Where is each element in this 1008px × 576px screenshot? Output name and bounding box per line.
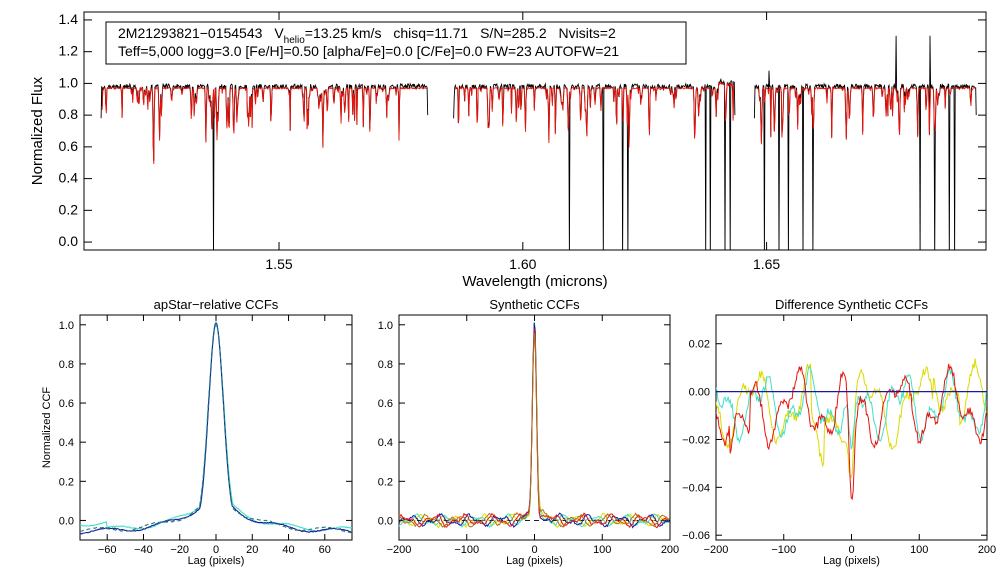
x-axis-label: Lag (pixels) (823, 555, 880, 567)
x-tick-label: −200 (387, 544, 412, 556)
svg-text:2M21293821−0154543 Vheli: 2M21293821−0154543 Vhelio=13.25 km/s chi… (118, 25, 616, 46)
plot-frame (83, 11, 987, 251)
x-tick-label: 60 (319, 544, 331, 556)
panel-title: Synthetic CCFs (489, 297, 580, 312)
x-tick-label: −100 (771, 544, 796, 556)
plot-frame (715, 314, 988, 541)
ccf-line-yellow (398, 332, 670, 529)
ccf-line-model (79, 321, 353, 534)
x-tick-label: 200 (978, 544, 996, 556)
apstar-ccf-panel: −60 −40 −20 0 20 40 60 0.0 0.2 0.4 0.6 0.8 1.0 Lag (p… (41, 297, 353, 567)
x-tick-label: 40 (282, 544, 294, 556)
series-observed (100, 35, 977, 250)
info-vhelio-value: =13.25 km/s (305, 25, 382, 41)
y-tick-label: 0.0 (59, 515, 74, 527)
y-tick-label: 0.00 (689, 387, 710, 399)
y-tick-label: 0.0 (59, 233, 79, 249)
y-tick-label: 0.2 (59, 476, 74, 488)
y-tick-label: 0.2 (59, 201, 79, 217)
y-tick-label: 0.4 (59, 170, 79, 186)
info-star: 2M21293821−0154543 (118, 25, 263, 41)
y-tick-label: −0.04 (682, 482, 710, 494)
diff-line-cyan (716, 366, 987, 450)
x-tick-label: 1.60 (509, 256, 536, 272)
panel-title: Difference Synthetic CCFs (775, 297, 928, 312)
synthetic-spectrum-line (101, 85, 427, 165)
x-tick-label: −200 (704, 544, 729, 556)
y-tick-label: 0.4 (378, 437, 393, 449)
x-tick-label: 0 (848, 544, 854, 556)
observed-spectrum-line (100, 82, 429, 250)
plot-frame (398, 314, 671, 541)
diff-lines (716, 358, 987, 501)
y-tick-label: 0.6 (378, 398, 393, 410)
info-box: 2M21293821−0154543 Vhelio=13.25 km/s chi… (105, 21, 687, 65)
x-tick-label: 100 (593, 544, 611, 556)
observed-spectrum-line (453, 77, 736, 250)
synthetic-ccf-panel: −200 −100 0 100 200 0.0 0.2 0.4 0.6 0.8 1.0 Lag (pi… (378, 297, 679, 567)
series-synthetic (101, 81, 976, 165)
y-tick-label: 0.02 (689, 339, 710, 351)
ccf-line-visit-1 (80, 323, 353, 532)
spectrum-panel: 1.55 1.60 1.65 0.0 0.2 0.4 0.6 0.8 1.0 1.2 1.4 Wave… (29, 11, 987, 290)
x-tick-label: 0 (213, 544, 219, 556)
y-tick-label: 0.6 (59, 398, 74, 410)
synthetic-spectrum-line (755, 86, 976, 145)
y-tick-label: 0.8 (378, 359, 393, 371)
y-tick-label: 1.4 (59, 11, 79, 27)
info-vhelio-label: V (274, 25, 284, 41)
ccf-line-visit-2 (79, 321, 353, 535)
x-tick-label: 100 (910, 544, 928, 556)
info-snr: S/N=285.2 (480, 25, 547, 41)
y-tick-label: 0.4 (59, 437, 74, 449)
x-tick-label: 1.65 (753, 256, 780, 272)
x-axis-label: Wavelength (microns) (462, 273, 607, 290)
difference-ccf-panel: −200 −100 0 100 200 −0.06 −0.04 −0.02 0.00 0.02 La… (682, 297, 996, 567)
info-chisq: chisq=11.71 (393, 25, 468, 41)
y-tick-label: −0.02 (682, 434, 710, 446)
y-axis-label: Normalized Flux (29, 76, 46, 185)
x-axis-label: Lag (pixels) (188, 555, 245, 567)
info-params: Teff=5,000 logg=3.0 [Fe/H]=0.50 [alpha/F… (118, 43, 619, 59)
y-tick-label: 1.0 (378, 320, 393, 332)
panel-title: apStar−relative CCFs (154, 297, 279, 312)
y-tick-label: 1.0 (59, 74, 79, 90)
info-nvisits: Nvisits=2 (559, 25, 616, 41)
y-tick-label: 0.8 (59, 359, 74, 371)
info-box-frame (105, 21, 687, 65)
y-tick-label: 1.2 (59, 43, 79, 59)
diff-line-yellow (716, 358, 987, 479)
y-tick-label: 0.6 (59, 138, 79, 154)
x-tick-label: −100 (454, 544, 479, 556)
ccf-line-model (398, 333, 670, 529)
x-tick-label: 1.55 (265, 256, 292, 272)
y-tick-label: 1.0 (59, 320, 74, 332)
info-vhelio-sub: helio (284, 35, 306, 46)
ccf-line-red (398, 328, 670, 529)
y-tick-label: 0.2 (378, 476, 393, 488)
y-tick-label: 0.8 (59, 106, 79, 122)
observed-spectrum-line (753, 35, 977, 250)
x-tick-label: −20 (170, 544, 189, 556)
synthetic-spectrum-line (454, 81, 735, 148)
y-tick-label: 0.0 (378, 515, 393, 527)
x-tick-label: 20 (246, 544, 258, 556)
ccf-line-blue (398, 322, 670, 529)
ccf-line-cyan (398, 322, 670, 529)
x-tick-label: 200 (661, 544, 679, 556)
y-axis-label: Normalized CCF (41, 387, 53, 469)
x-tick-label: −60 (98, 544, 117, 556)
x-tick-label: 0 (531, 544, 537, 556)
x-tick-label: −40 (134, 544, 153, 556)
x-axis-label: Lag (pixels) (506, 555, 563, 567)
y-tick-label: −0.06 (682, 530, 710, 542)
diff-line-red (716, 363, 987, 501)
plot-frame (79, 314, 353, 541)
